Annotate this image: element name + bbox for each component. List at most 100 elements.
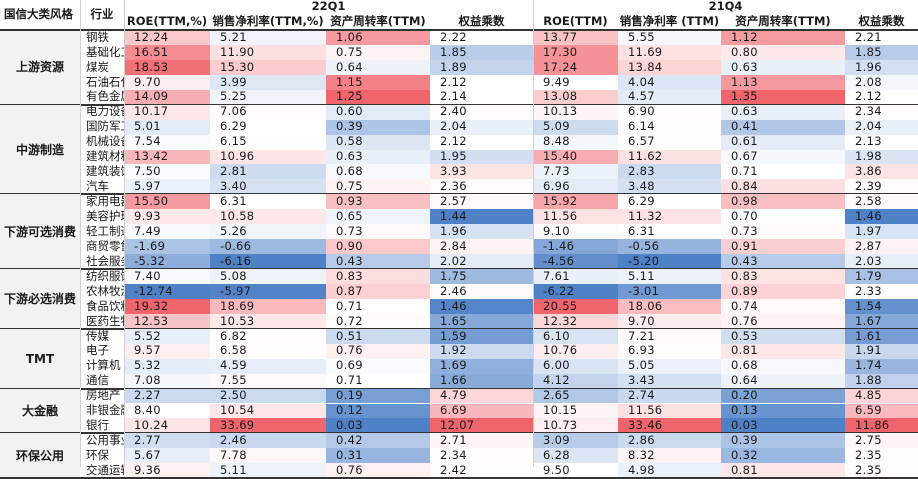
industry-name: 商贸零售 xyxy=(86,239,124,253)
metric-value-21q4: 0.61 xyxy=(721,134,845,150)
industry-name: 电力设备 xyxy=(86,104,124,119)
metric-value-21q4: 9.50 xyxy=(533,463,618,479)
metric-value-22q1: 0.71 xyxy=(326,298,430,314)
metric-value-21q4: 1.13 xyxy=(721,74,845,90)
metric-value-21q4: 0.74 xyxy=(721,298,845,314)
metric-value-22q1: 0.68 xyxy=(326,164,430,180)
metric-value-22q1: 0.03 xyxy=(326,418,430,434)
metric-value-21q4: 12.32 xyxy=(533,313,618,329)
metric-value-21q4: -3.01 xyxy=(618,283,721,299)
metric-value-22q1: 5.26 xyxy=(210,224,326,240)
metric-value-21q4: 1.97 xyxy=(845,224,918,240)
metric-value-22q1: 2.40 xyxy=(430,104,533,120)
metric-value-21q4: 0.70 xyxy=(721,209,845,225)
metric-value-22q1: 33.69 xyxy=(210,418,326,434)
metric-value-21q4: 1.96 xyxy=(845,59,918,75)
metric-value-22q1: 7.06 xyxy=(210,104,326,120)
metric-value-21q4: 7.73 xyxy=(533,164,618,180)
metric-value-21q4: 20.55 xyxy=(533,298,618,314)
metric-value-21q4: 11.86 xyxy=(845,418,918,434)
metric-value-22q1: 2.57 xyxy=(430,194,533,210)
style-group-label: 下游必选消费 xyxy=(0,269,80,329)
metric-value-22q1: 3.99 xyxy=(210,74,326,90)
metric-value-22q1: 0.58 xyxy=(326,134,430,150)
metric-value-21q4: 5.55 xyxy=(618,30,721,45)
metric-value-22q1: 0.60 xyxy=(326,104,430,120)
metric-value-22q1: 12.24 xyxy=(124,30,210,45)
metric-value-22q1: 2.14 xyxy=(430,89,533,105)
metric-value-22q1: 1.95 xyxy=(430,149,533,165)
metric-value-22q1: 2.12 xyxy=(430,74,533,90)
metric-value-21q4: 0.83 xyxy=(721,269,845,284)
metric-value-21q4: 1.74 xyxy=(845,358,918,374)
metric-value-21q4: 6.59 xyxy=(845,403,918,419)
metric-value-21q4: 0.41 xyxy=(721,119,845,135)
metric-value-22q1: 0.65 xyxy=(326,209,430,225)
industry-column-header: 行业 xyxy=(90,7,114,22)
industry-name: 基础化工 xyxy=(86,44,124,59)
industry-name: 轻工制造 xyxy=(86,224,124,238)
metric-value-21q4: -6.22 xyxy=(533,283,618,299)
metric-value-22q1: 0.75 xyxy=(326,44,430,60)
metric-value-21q4: 1.46 xyxy=(845,209,918,225)
metric-value-21q4: 9.70 xyxy=(618,313,721,329)
metric-value-22q1: 5.25 xyxy=(210,89,326,105)
metric-value-21q4: 2.58 xyxy=(845,194,918,210)
metric-value-21q4: -5.20 xyxy=(618,254,721,270)
metric-value-22q1: 12.07 xyxy=(430,418,533,434)
metric-value-21q4: 3.09 xyxy=(533,433,618,449)
metric-value-21q4: 17.24 xyxy=(533,59,618,75)
metric-value-21q4: 1.79 xyxy=(845,269,918,284)
metric-value-22q1: 9.36 xyxy=(124,463,210,479)
metric-value-21q4: 6.93 xyxy=(618,343,721,359)
metric-value-22q1: 1.59 xyxy=(430,328,533,344)
metric-value-22q1: 2.71 xyxy=(430,433,533,449)
industry-name: 食品饮料 xyxy=(86,298,124,313)
metric-value-22q1: 12.53 xyxy=(124,313,210,329)
metric-value-21q4: 11.69 xyxy=(618,44,721,60)
metric-value-21q4: 0.76 xyxy=(721,313,845,329)
metric-value-22q1: 0.39 xyxy=(326,119,430,135)
metric-value-21q4: 0.39 xyxy=(721,433,845,449)
metric-value-22q1: 15.30 xyxy=(210,59,326,75)
metric-value-21q4: 1.98 xyxy=(845,149,918,165)
industry-name: 机械设备 xyxy=(86,134,124,149)
industry-name: 煤炭 xyxy=(86,59,109,74)
metric-value-21q4: 0.68 xyxy=(721,358,845,374)
metric-value-22q1: 3.93 xyxy=(430,164,533,180)
metric-value-21q4: 2.87 xyxy=(845,239,918,255)
metric-header-22q1: ROE(TTM,%) xyxy=(126,14,208,29)
column-divider xyxy=(533,0,534,467)
metric-value-22q1: 1.65 xyxy=(430,313,533,329)
period-label-21q4: 21Q4 xyxy=(708,0,743,14)
metric-value-22q1: 7.08 xyxy=(124,373,210,389)
metric-value-22q1: 10.58 xyxy=(210,209,326,225)
metric-value-22q1: 5.08 xyxy=(210,269,326,284)
industry-name: 非银金融 xyxy=(86,403,124,418)
metric-value-22q1: 6.58 xyxy=(210,343,326,359)
metric-header-21q4: 销售净利率 (TTM) xyxy=(619,14,720,29)
metric-value-22q1: 2.46 xyxy=(210,433,326,449)
metric-value-22q1: 2.12 xyxy=(430,134,533,150)
metric-value-22q1: -1.69 xyxy=(124,239,210,255)
metric-value-22q1: 0.87 xyxy=(326,283,430,299)
metric-value-22q1: 1.96 xyxy=(430,224,533,240)
metric-value-22q1: 5.01 xyxy=(124,119,210,135)
metric-value-21q4: 0.13 xyxy=(721,403,845,419)
metric-value-22q1: 0.42 xyxy=(326,433,430,449)
industry-name: 医药生物 xyxy=(86,313,124,328)
metric-value-22q1: 10.24 xyxy=(124,418,210,434)
style-column-header: 国信大类风格 xyxy=(4,7,73,22)
metric-value-22q1: 1.69 xyxy=(430,358,533,374)
metric-value-21q4: 1.12 xyxy=(721,30,845,45)
metric-value-21q4: 6.96 xyxy=(533,179,618,195)
metric-value-21q4: 10.15 xyxy=(533,403,618,419)
metric-value-22q1: 9.93 xyxy=(124,209,210,225)
metric-value-22q1: 0.73 xyxy=(326,224,430,240)
metric-value-21q4: 6.29 xyxy=(618,194,721,210)
metric-value-21q4: 7.61 xyxy=(533,269,618,284)
metric-value-22q1: 9.57 xyxy=(124,343,210,359)
metric-value-22q1: 18.53 xyxy=(124,59,210,75)
industry-name: 计算机 xyxy=(86,358,121,373)
metric-value-22q1: 1.89 xyxy=(430,59,533,75)
